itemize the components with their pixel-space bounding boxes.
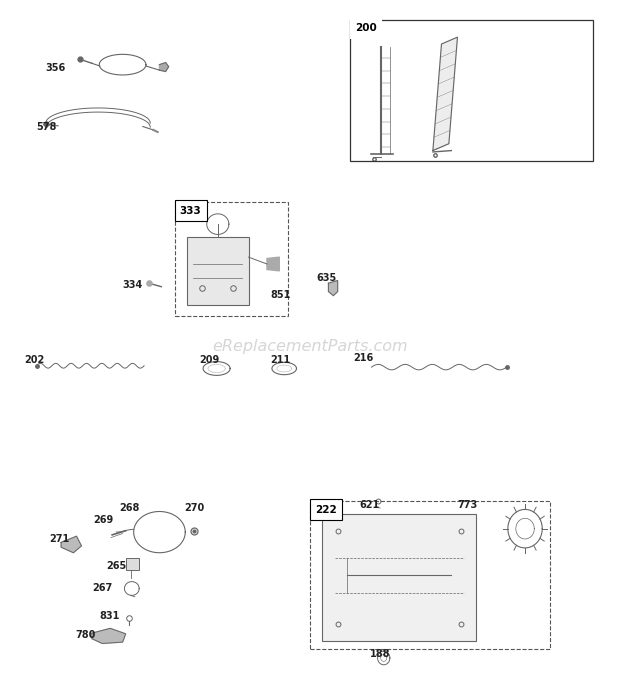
Text: 356: 356: [46, 63, 66, 73]
Bar: [175, 202, 288, 315]
Polygon shape: [329, 281, 338, 296]
Bar: [350, 20, 593, 161]
Text: 270: 270: [184, 503, 204, 513]
Text: 216: 216: [353, 353, 373, 363]
Text: 578: 578: [37, 121, 57, 132]
Polygon shape: [159, 62, 169, 71]
Text: 269: 269: [94, 516, 114, 525]
Text: 333: 333: [180, 206, 202, 216]
Text: 773: 773: [458, 500, 478, 509]
Text: 209: 209: [200, 356, 219, 365]
Text: 851: 851: [270, 290, 290, 300]
Text: 621: 621: [359, 500, 379, 509]
Text: eReplacementParts.com: eReplacementParts.com: [212, 339, 408, 354]
Polygon shape: [92, 629, 126, 644]
Text: 780: 780: [75, 630, 95, 640]
Bar: [322, 514, 476, 641]
Text: 222: 222: [315, 505, 337, 515]
Text: 188: 188: [370, 649, 391, 660]
Polygon shape: [267, 257, 279, 271]
Text: 268: 268: [120, 503, 140, 513]
Text: 211: 211: [270, 356, 290, 365]
Text: 265: 265: [106, 561, 126, 572]
Text: 267: 267: [92, 584, 112, 593]
Text: 200: 200: [355, 24, 376, 33]
Polygon shape: [61, 536, 81, 553]
Bar: [310, 501, 550, 649]
Text: 334: 334: [123, 280, 143, 290]
Polygon shape: [433, 37, 458, 150]
Bar: [187, 236, 249, 305]
Text: 635: 635: [316, 273, 337, 283]
Text: 271: 271: [49, 534, 69, 544]
Bar: [126, 558, 139, 570]
Text: 831: 831: [100, 611, 120, 621]
Text: 202: 202: [24, 356, 45, 365]
